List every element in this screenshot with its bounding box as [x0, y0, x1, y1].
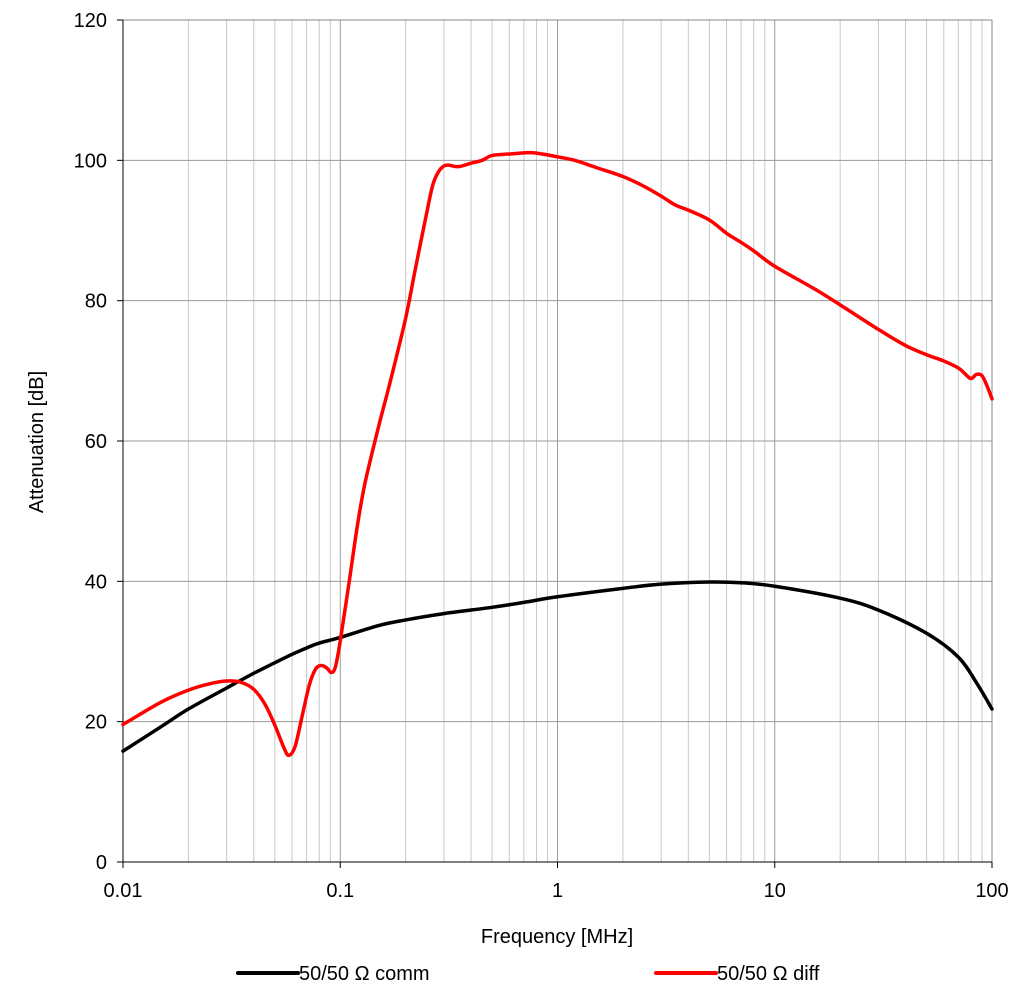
x-tick-label: 0.1 [326, 880, 354, 902]
x-tick-label: 100 [975, 880, 1008, 902]
y-axis-title: Attenuation [dB] [26, 371, 48, 513]
x-tick-label: 1 [552, 880, 563, 902]
y-tick-label: 80 [85, 291, 107, 313]
y-tick-label: 20 [85, 712, 107, 734]
x-tick-label: 0.01 [104, 880, 143, 902]
y-tick-label: 0 [96, 852, 107, 874]
legend-label-diff: 50/50 Ω diff [717, 963, 820, 985]
x-axis-title: Frequency [MHz] [481, 926, 633, 948]
legend: 50/50 Ω comm 50/50 Ω diff [236, 963, 820, 985]
axes [117, 19, 993, 868]
y-tick-label: 120 [74, 10, 107, 32]
series-line-comm [121, 580, 994, 753]
legend-label-comm: 50/50 Ω comm [299, 963, 430, 985]
series-layer [121, 150, 994, 758]
tick-labels: 0 20 40 60 80 100 120 0.01 0.1 1 10 100 [74, 10, 1009, 902]
y-tick-label: 40 [85, 571, 107, 593]
y-tick-label: 60 [85, 431, 107, 453]
y-tick-label: 100 [74, 150, 107, 172]
series-line-diff [121, 150, 994, 758]
x-tick-label: 10 [764, 880, 786, 902]
